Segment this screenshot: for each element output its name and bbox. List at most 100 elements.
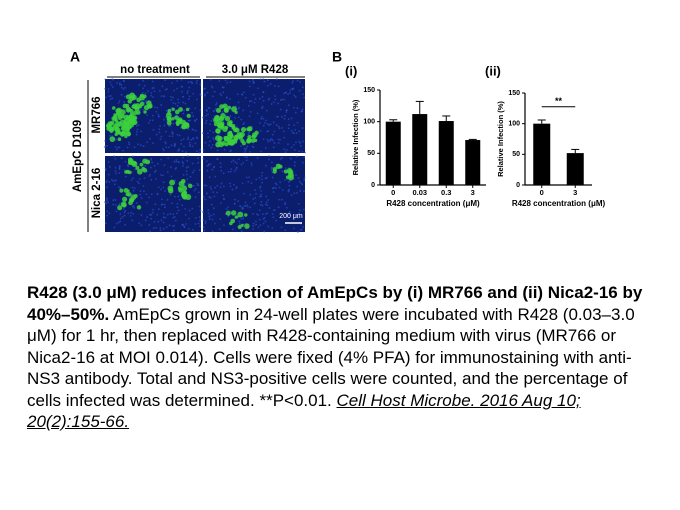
nucleus	[266, 122, 269, 125]
nucleus	[280, 116, 283, 118]
nucleus	[160, 135, 163, 138]
nucleus	[106, 210, 109, 213]
nucleus	[191, 171, 194, 174]
nucleus	[188, 141, 191, 144]
nucleus	[119, 220, 122, 223]
nucleus	[199, 93, 202, 96]
nucleus	[163, 203, 166, 206]
nucleus	[194, 107, 197, 110]
nucleus	[294, 96, 297, 98]
nucleus	[207, 212, 210, 215]
nucleus	[149, 119, 152, 122]
nucleus	[192, 92, 195, 95]
nucleus	[209, 163, 212, 166]
nucleus	[266, 138, 269, 141]
nucleus	[116, 81, 118, 84]
nucleus	[148, 224, 151, 226]
infected-cell	[122, 196, 128, 202]
nucleus	[270, 161, 273, 164]
nucleus	[213, 109, 216, 112]
nucleus	[212, 110, 215, 113]
nucleus	[173, 89, 175, 92]
nucleus	[189, 144, 191, 146]
nucleus	[250, 182, 253, 185]
nucleus	[138, 83, 141, 86]
column-header: no treatment	[120, 64, 190, 76]
infected-cell	[171, 107, 175, 111]
nucleus	[223, 224, 225, 227]
nucleus	[285, 109, 288, 112]
nucleus	[166, 198, 169, 201]
nucleus	[171, 225, 174, 228]
nucleus	[159, 227, 162, 229]
panel-label: B	[332, 49, 342, 65]
nucleus	[154, 203, 157, 206]
nucleus	[117, 102, 120, 104]
infected-cell	[117, 137, 122, 142]
nucleus	[277, 206, 280, 209]
nucleus	[118, 100, 121, 102]
nucleus	[120, 86, 123, 89]
nucleus	[296, 191, 298, 194]
nucleus	[208, 106, 211, 109]
nucleus	[153, 220, 156, 223]
nucleus	[114, 199, 117, 201]
nucleus	[151, 87, 154, 89]
nucleus	[214, 222, 216, 225]
nucleus	[257, 87, 259, 90]
row-label: Nica 2-16	[91, 168, 103, 219]
nucleus	[163, 95, 166, 98]
nucleus	[158, 128, 161, 131]
nucleus	[137, 124, 140, 126]
nucleus	[240, 145, 242, 148]
y-tick-label: 0	[516, 182, 520, 189]
nucleus	[169, 193, 172, 196]
nucleus	[114, 146, 117, 148]
row-label: MR766	[91, 96, 103, 133]
nucleus	[142, 145, 145, 148]
citation[interactable]: Cell Host Microbe. 2016 Aug 10; 20(2):15…	[27, 390, 581, 432]
infected-cell	[136, 205, 142, 210]
nucleus	[254, 197, 256, 199]
infected-cell	[130, 194, 137, 201]
y-tick-label: 100	[363, 119, 375, 126]
nucleus	[157, 220, 160, 223]
infected-cell	[133, 110, 138, 116]
nucleus	[195, 82, 198, 85]
nucleus	[245, 147, 248, 150]
nucleus	[135, 133, 138, 136]
nucleus	[202, 149, 205, 152]
nucleus	[256, 157, 259, 159]
nucleus	[173, 160, 176, 163]
nucleus	[216, 149, 219, 152]
nucleus	[261, 171, 264, 174]
nucleus	[298, 130, 301, 133]
nucleus	[146, 90, 149, 93]
infected-cell	[178, 107, 183, 112]
nucleus	[264, 203, 267, 206]
nucleus	[293, 192, 296, 195]
nucleus	[198, 225, 201, 227]
nucleus	[213, 138, 216, 141]
nucleus	[215, 102, 218, 104]
infected-cell	[176, 122, 180, 127]
nucleus	[280, 198, 283, 201]
nucleus	[210, 146, 213, 149]
nucleus	[212, 191, 215, 194]
nucleus	[114, 157, 117, 160]
nucleus	[272, 216, 275, 219]
nucleus	[104, 169, 107, 171]
nucleus	[160, 158, 163, 161]
infected-cell	[119, 131, 126, 137]
infected-cell	[109, 136, 116, 143]
infected-cell	[129, 108, 134, 113]
nucleus	[211, 218, 214, 221]
nucleus	[109, 135, 111, 137]
nucleus	[262, 218, 265, 220]
nucleus	[269, 83, 272, 85]
nucleus	[152, 87, 155, 89]
nucleus	[184, 207, 187, 210]
infected-cell	[139, 94, 145, 101]
nucleus	[266, 130, 269, 133]
